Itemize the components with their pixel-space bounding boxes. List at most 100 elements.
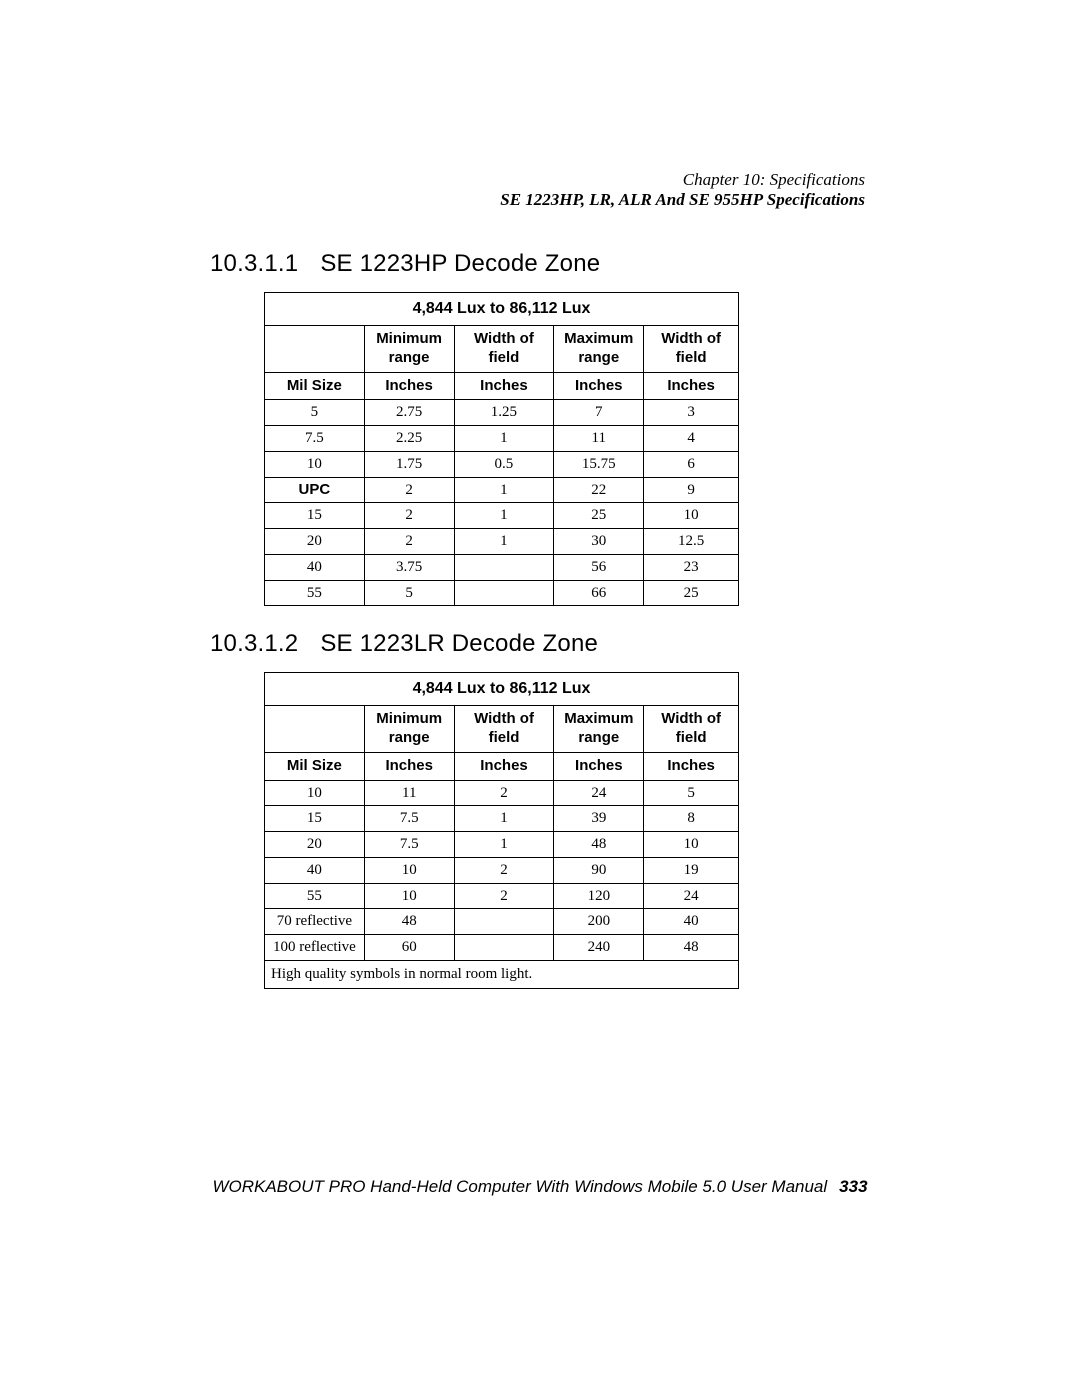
cell: 2.75	[364, 400, 454, 426]
cell: 7.5	[364, 832, 454, 858]
cell: 1	[454, 503, 554, 529]
cell: 10	[364, 883, 454, 909]
cell: 10	[364, 857, 454, 883]
unit-header: Mil Size	[265, 752, 365, 780]
cell: 40	[265, 857, 365, 883]
cell: 90	[554, 857, 644, 883]
cell: 2	[364, 529, 454, 555]
table-row: 100 reflective 60 240 48	[265, 935, 739, 961]
cell: 30	[554, 529, 644, 555]
table-row: 55 10 2 120 24	[265, 883, 739, 909]
table-row: 15 7.5 1 39 8	[265, 806, 739, 832]
cell: 9	[644, 477, 739, 503]
table-footnote: High quality symbols in normal room ligh…	[265, 960, 739, 988]
cell: 23	[644, 554, 739, 580]
cell: 39	[554, 806, 644, 832]
cell: 24	[644, 883, 739, 909]
spec-title-line: SE 1223HP, LR, ALR And SE 955HP Specific…	[210, 190, 865, 210]
unit-header: Inches	[644, 752, 739, 780]
cell: 120	[554, 883, 644, 909]
unit-header: Inches	[454, 752, 554, 780]
section-title-1: SE 1223HP Decode Zone	[320, 250, 600, 277]
cell: 20	[265, 832, 365, 858]
page-header: Chapter 10: Specifications SE 1223HP, LR…	[210, 170, 865, 210]
col-header: Width of field	[644, 326, 739, 373]
table-row: Minimum range Width of field Maximum ran…	[265, 326, 739, 373]
cell: 1	[454, 832, 554, 858]
cell: 7.5	[265, 426, 365, 452]
cell	[454, 909, 554, 935]
cell: 2	[364, 503, 454, 529]
col-header: Maximum range	[554, 706, 644, 753]
cell: 70 reflective	[265, 909, 365, 935]
cell: 2	[364, 477, 454, 503]
page-number: 333	[839, 1177, 867, 1196]
col-header: Maximum range	[554, 326, 644, 373]
cell: 2.25	[364, 426, 454, 452]
cell: 11	[364, 780, 454, 806]
cell: 10	[265, 780, 365, 806]
cell: 60	[364, 935, 454, 961]
section-number-1: 10.3.1.1	[210, 250, 298, 278]
cell: 48	[364, 909, 454, 935]
cell: 40	[265, 554, 365, 580]
section-heading-2: 10.3.1.2 SE 1223LR Decode Zone	[210, 630, 865, 658]
cell: 1.75	[364, 451, 454, 477]
cell: 15	[265, 503, 365, 529]
table-row: 4,844 Lux to 86,112 Lux	[265, 293, 739, 326]
table-row: UPC 2 1 22 9	[265, 477, 739, 503]
cell: 200	[554, 909, 644, 935]
table-row: High quality symbols in normal room ligh…	[265, 960, 739, 988]
table-title-2: 4,844 Lux to 86,112 Lux	[265, 673, 739, 706]
decode-zone-table-hp: 4,844 Lux to 86,112 Lux Minimum range Wi…	[264, 292, 739, 606]
cell: 7.5	[364, 806, 454, 832]
unit-header: Inches	[644, 372, 739, 400]
cell: 2	[454, 883, 554, 909]
unit-header: Inches	[554, 752, 644, 780]
cell: 1.25	[454, 400, 554, 426]
table-1-wrap: 4,844 Lux to 86,112 Lux Minimum range Wi…	[264, 292, 865, 606]
table-row: 40 10 2 90 19	[265, 857, 739, 883]
cell: 240	[554, 935, 644, 961]
cell: 48	[644, 935, 739, 961]
table-row: 15 2 1 25 10	[265, 503, 739, 529]
cell: 55	[265, 580, 365, 606]
table-row: 40 3.75 56 23	[265, 554, 739, 580]
cell: 4	[644, 426, 739, 452]
col-header: Width of field	[644, 706, 739, 753]
col-header: Minimum range	[364, 326, 454, 373]
page-footer: WORKABOUT PRO Hand-Held Computer With Wi…	[0, 1177, 1080, 1197]
chapter-line: Chapter 10: Specifications	[210, 170, 865, 190]
footer-text: WORKABOUT PRO Hand-Held Computer With Wi…	[212, 1177, 827, 1196]
section-title-2: SE 1223LR Decode Zone	[320, 630, 598, 657]
cell: 1	[454, 477, 554, 503]
table-row: 20 2 1 30 12.5	[265, 529, 739, 555]
cell: 10	[644, 503, 739, 529]
cell: 1	[454, 426, 554, 452]
unit-header: Mil Size	[265, 372, 365, 400]
table-row: 7.5 2.25 1 11 4	[265, 426, 739, 452]
cell: 20	[265, 529, 365, 555]
cell: 2	[454, 857, 554, 883]
table-row: 10 1.75 0.5 15.75 6	[265, 451, 739, 477]
cell	[454, 580, 554, 606]
cell: 10	[644, 832, 739, 858]
unit-header: Inches	[364, 372, 454, 400]
cell: 55	[265, 883, 365, 909]
section-number-2: 10.3.1.2	[210, 630, 298, 658]
cell: 1	[454, 806, 554, 832]
cell	[454, 554, 554, 580]
col-header	[265, 706, 365, 753]
table-2-wrap: 4,844 Lux to 86,112 Lux Minimum range Wi…	[264, 672, 865, 988]
cell: 7	[554, 400, 644, 426]
cell	[454, 935, 554, 961]
cell: 24	[554, 780, 644, 806]
table-row: 20 7.5 1 48 10	[265, 832, 739, 858]
cell: 12.5	[644, 529, 739, 555]
cell: UPC	[265, 477, 365, 503]
cell: 56	[554, 554, 644, 580]
col-header	[265, 326, 365, 373]
cell: 5	[644, 780, 739, 806]
table-row: 70 reflective 48 200 40	[265, 909, 739, 935]
cell: 66	[554, 580, 644, 606]
